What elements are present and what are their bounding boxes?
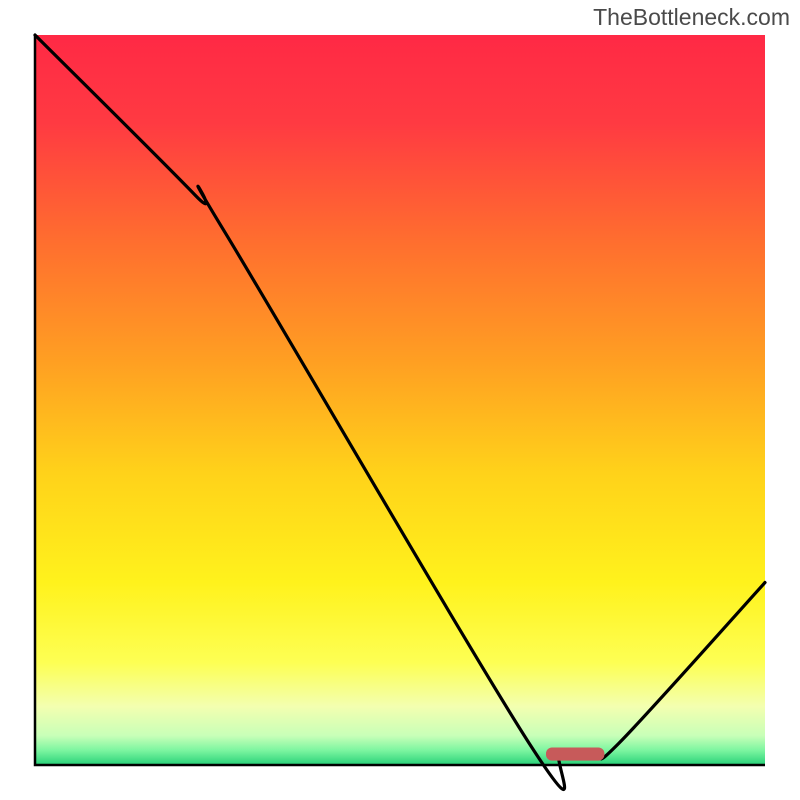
watermark: TheBottleneck.com: [593, 4, 790, 31]
bottleneck-chart: [0, 0, 800, 800]
optimum-marker: [546, 747, 604, 760]
chart-container: TheBottleneck.com: [0, 0, 800, 800]
